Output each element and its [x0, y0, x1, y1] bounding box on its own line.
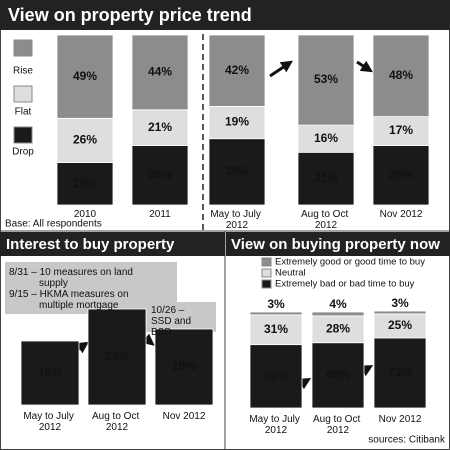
- bar-segment: [297, 34, 355, 126]
- x-tick-label: 2011: [149, 209, 171, 220]
- bar-segment: [249, 311, 303, 316]
- legend-swatch: [13, 85, 33, 103]
- legend-label: Extremely bad or bad time to buy: [275, 279, 415, 290]
- annotation: 9/15 – HKMA measures on multiple mortgag…: [9, 289, 131, 311]
- legend-swatch: [261, 257, 272, 267]
- legend-label: Rise: [13, 66, 33, 77]
- value-label: 19%: [225, 115, 249, 129]
- bar-segment: [131, 109, 189, 146]
- bar-segment: [311, 311, 365, 317]
- bar-segment: [56, 34, 114, 119]
- value-label: 66%: [264, 368, 288, 382]
- header-bar: [0, 0, 450, 30]
- legend-swatch: [13, 39, 33, 57]
- value-label: 31%: [314, 171, 338, 185]
- value-label: 44%: [148, 65, 172, 79]
- bar-segment: [297, 151, 355, 206]
- legend-swatch: [261, 268, 272, 278]
- header-bar: [0, 232, 225, 256]
- value-label: 35%: [389, 167, 413, 181]
- legend-label: Extremely good or good time to buy: [275, 257, 425, 268]
- annotation: 10/26 – SSD and BSD: [151, 305, 194, 338]
- x-tick-label: Aug to Oct 2012: [313, 414, 363, 436]
- x-tick-label: May to July 2012: [249, 414, 302, 436]
- value-label: 68%: [326, 368, 350, 382]
- bar-segment: [56, 117, 114, 163]
- bar-segment: [20, 340, 80, 406]
- value-label: 48%: [389, 68, 413, 82]
- chart-title: Interest to buy property: [6, 236, 175, 253]
- legend-label: Flat: [15, 107, 32, 118]
- value-label: 73%: [388, 365, 412, 379]
- bar-segment: [311, 342, 365, 409]
- bar-segment: [297, 124, 355, 153]
- x-tick-label: Nov 2012: [163, 411, 206, 422]
- bar-segment: [372, 145, 430, 206]
- value-label: 3%: [267, 297, 285, 311]
- value-label: 35%: [148, 167, 172, 181]
- bar-segment: [208, 34, 266, 107]
- annotation: 8/31 – 10 measures on land supply: [9, 267, 136, 289]
- bar-segment: [372, 34, 430, 117]
- legend-swatch: [261, 279, 272, 289]
- header-bar: [226, 232, 450, 256]
- x-tick-label: Nov 2012: [379, 414, 422, 425]
- value-label: 39%: [225, 164, 249, 178]
- value-label: 42%: [225, 63, 249, 77]
- bar-segment: [372, 116, 430, 146]
- bar-segment: [373, 310, 427, 315]
- value-label: 19%: [172, 359, 196, 373]
- value-label: 17%: [389, 123, 413, 137]
- bar-segment: [56, 162, 114, 206]
- value-label: 31%: [264, 322, 288, 336]
- bar-segment: [154, 328, 214, 406]
- bar-segment: [131, 34, 189, 111]
- value-label: 3%: [391, 296, 409, 310]
- chart-title: View on property price trend: [8, 5, 252, 25]
- chart-title: View on buying property now: [231, 236, 440, 253]
- bar-segment: [373, 337, 427, 409]
- legend-label: Neutral: [275, 268, 306, 279]
- value-label: 4%: [329, 297, 347, 311]
- x-tick-label: May to July 2012: [210, 209, 263, 231]
- value-label: 24%: [105, 349, 129, 363]
- bar-segment: [208, 138, 266, 206]
- note: Base: All respondents: [5, 219, 102, 230]
- x-tick-label: Aug to Oct 2012: [92, 411, 142, 433]
- bar-segment: [249, 344, 303, 409]
- value-label: 26%: [73, 133, 97, 147]
- legend-label: Drop: [12, 147, 34, 158]
- x-tick-label: 2010: [74, 209, 97, 220]
- x-tick-label: Nov 2012: [380, 209, 423, 220]
- bar-segment: [373, 313, 427, 339]
- bar-segment: [311, 315, 365, 344]
- value-label: 16%: [314, 131, 338, 145]
- value-label: 25%: [388, 318, 412, 332]
- value-label: 28%: [326, 321, 350, 335]
- legend-swatch: [13, 126, 33, 144]
- value-label: 16%: [38, 365, 62, 379]
- x-tick-label: May to July 2012: [23, 411, 76, 433]
- x-tick-label: Aug to Oct 2012: [301, 209, 351, 231]
- arrow: [356, 60, 374, 73]
- value-label: 25%: [73, 176, 97, 190]
- bar-segment: [249, 314, 303, 346]
- value-label: 49%: [73, 69, 97, 83]
- source: sources: Citibank: [368, 435, 446, 446]
- value-label: 21%: [148, 120, 172, 134]
- arrow: [269, 60, 293, 78]
- bar-segment: [87, 308, 147, 406]
- value-label: 53%: [314, 72, 338, 86]
